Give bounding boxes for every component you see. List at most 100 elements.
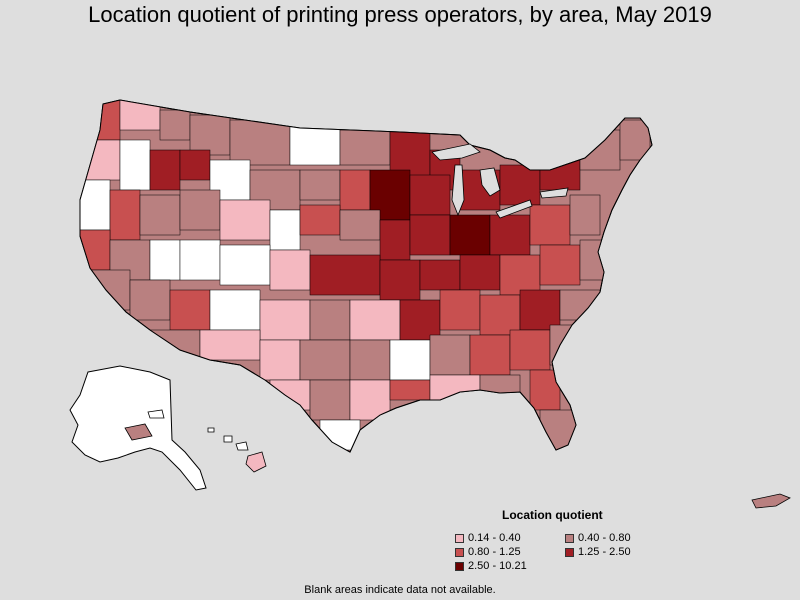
area-region — [309, 254, 381, 296]
area-region — [559, 289, 601, 321]
legend: Location quotient 0.14 - 0.40 0.40 - 0.8… — [455, 508, 665, 572]
area-region — [429, 334, 471, 376]
area-region — [349, 299, 401, 341]
alaska-island — [147, 409, 165, 419]
area-region — [529, 204, 571, 246]
lake-michigan — [451, 164, 465, 217]
area-region — [119, 100, 161, 131]
area-region — [459, 254, 501, 291]
area-region — [139, 194, 181, 236]
area-region — [349, 379, 391, 421]
area-region — [529, 369, 561, 411]
area-region — [219, 199, 271, 241]
lower-48-states — [79, 99, 653, 453]
legend-item-4: 1.25 - 2.50 — [565, 546, 665, 558]
area-region — [259, 299, 311, 341]
legend-swatch-1 — [455, 533, 464, 543]
area-region — [409, 174, 451, 216]
area-region — [389, 379, 431, 401]
legend-item-2: 0.40 - 0.80 — [565, 532, 665, 544]
footnote: Blank areas indicate data not available. — [304, 584, 496, 596]
area-region — [339, 209, 381, 241]
lake-erie — [495, 199, 533, 219]
area-region — [429, 374, 481, 401]
area-region — [449, 214, 491, 256]
area-region — [299, 169, 341, 201]
area-region — [199, 329, 261, 361]
area-region — [269, 249, 311, 291]
hawaii-island-3 — [235, 441, 249, 451]
area-region — [549, 324, 581, 366]
legend-label-1: 0.14 - 0.40 — [468, 532, 521, 544]
puerto-rico-shape — [751, 493, 791, 509]
area-region — [299, 339, 351, 381]
lake-superior — [431, 143, 481, 161]
legend-title: Location quotient — [502, 508, 603, 522]
area-region — [619, 119, 651, 161]
area-region — [80, 100, 121, 141]
legend-swatch-5 — [455, 561, 464, 571]
area-region — [149, 149, 181, 191]
area-region — [259, 339, 301, 381]
legend-item-3: 0.80 - 1.25 — [455, 546, 565, 558]
area-region — [539, 244, 581, 286]
area-region — [379, 259, 421, 301]
great-lakes — [431, 143, 569, 219]
legend-item-5: 2.50 - 10.21 — [455, 560, 565, 572]
hawaii-island-1 — [207, 427, 215, 433]
area-region — [269, 379, 311, 411]
legend-label-3: 0.80 - 1.25 — [468, 546, 521, 558]
area-region — [289, 124, 341, 166]
legend-swatch-2 — [565, 533, 574, 543]
legend-label-5: 2.50 - 10.21 — [468, 560, 527, 572]
area-region — [509, 329, 551, 371]
area-region — [379, 219, 411, 261]
area-region — [159, 109, 191, 141]
conus-border — [79, 99, 653, 453]
area-region — [339, 129, 391, 166]
area-region — [309, 379, 351, 421]
area-region — [409, 214, 451, 256]
area-region — [469, 334, 511, 376]
area-region — [80, 179, 111, 231]
hawaii-big-island — [245, 451, 267, 473]
area-region — [349, 339, 391, 381]
area-region — [119, 139, 151, 191]
puerto-rico — [751, 493, 791, 509]
area-region — [439, 289, 481, 331]
area-region — [479, 294, 521, 336]
lake-ontario — [539, 187, 569, 199]
legend-swatch-3 — [455, 547, 464, 557]
area-region — [419, 259, 461, 291]
area-region — [149, 239, 181, 281]
area-region — [169, 289, 211, 331]
legend-label-4: 1.25 - 2.50 — [578, 546, 631, 558]
area-region — [579, 129, 621, 171]
area-region — [489, 214, 531, 256]
area-region — [269, 209, 301, 251]
area-region — [519, 289, 561, 331]
area-region — [389, 339, 431, 381]
area-region — [179, 149, 211, 181]
area-region — [339, 169, 371, 211]
legend-grid: 0.14 - 0.40 0.40 - 0.80 0.80 - 1.25 1.25… — [455, 532, 665, 572]
hawaii — [207, 427, 267, 473]
map-title: Location quotient of printing press oper… — [88, 2, 712, 27]
area-region — [499, 254, 541, 296]
area-region — [109, 189, 141, 241]
area-region — [129, 279, 171, 321]
lake-huron — [479, 167, 501, 197]
area-region — [399, 299, 441, 341]
alaska — [69, 365, 207, 491]
area-region — [299, 204, 341, 236]
area-region — [80, 139, 121, 181]
area-region — [179, 189, 221, 231]
area-region — [499, 164, 541, 206]
legend-swatch-4 — [565, 547, 574, 557]
area-region — [219, 244, 271, 286]
area-region — [209, 289, 261, 331]
area-region — [229, 119, 291, 166]
hawaii-island-2 — [223, 435, 233, 443]
legend-label-2: 0.40 - 0.80 — [578, 532, 631, 544]
